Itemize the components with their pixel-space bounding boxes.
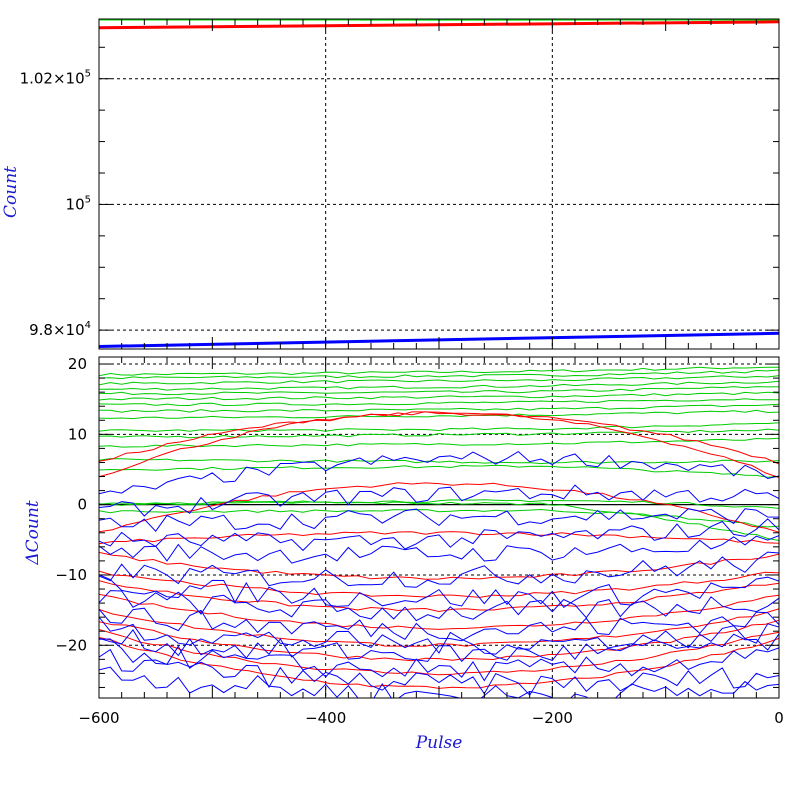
delta-red-line [99, 629, 779, 676]
delta-green-line [99, 508, 779, 528]
bottom-y-tick-label: 0 [77, 496, 87, 514]
delta-blue-line [99, 629, 779, 663]
delta-red-line [99, 593, 779, 630]
delta-red-line [99, 580, 779, 613]
top-frame [98, 18, 780, 350]
delta-green-line [99, 369, 779, 380]
delta-green-line [99, 464, 779, 478]
delta-blue-line [99, 508, 779, 532]
top-y-tick-label: 105 [66, 194, 91, 213]
delta-green-line [99, 458, 779, 465]
x-tick-label: 0 [774, 709, 784, 727]
bottom-y-tick-label: 10 [68, 425, 87, 443]
delta-green-line [99, 403, 779, 413]
bottom-y-axis-title: ΔCount [23, 500, 43, 565]
bottom-grid [99, 357, 779, 698]
bottom-x-tick-labels: −600 −400 −200 0 [78, 709, 783, 727]
bottom-y-tick-label: −20 [55, 636, 87, 654]
delta-green-line [99, 380, 779, 391]
delta-blue-line [99, 574, 779, 608]
bottom-frame [98, 356, 780, 699]
top-y-tick-label: 9.8×104 [29, 320, 91, 339]
delta-blue-line [99, 518, 779, 552]
x-tick-label: −400 [305, 709, 346, 727]
delta-blue-line [99, 638, 779, 682]
top-panel: 9.8×104 105 1.02×105 Count [1, 18, 780, 350]
delta-green-line [99, 391, 779, 401]
x-tick-label: −600 [78, 709, 119, 727]
bottom-series [99, 366, 779, 698]
bottom-y-tick-label: −10 [55, 566, 87, 584]
top-y-tick-labels: 9.8×104 105 1.02×105 [20, 69, 91, 339]
delta-green-line [99, 501, 779, 541]
x-axis-title: Pulse [415, 733, 463, 753]
delta-blue-line [99, 590, 779, 622]
bottom-y-tick-label: 20 [68, 355, 87, 373]
delta-green-line [99, 422, 779, 433]
delta-green-line [99, 398, 779, 407]
delta-blue-line [99, 551, 779, 588]
delta-blue-line [99, 607, 779, 642]
delta-green-line [99, 375, 779, 386]
delta-red-line [99, 411, 779, 465]
delta-blue-line [99, 450, 779, 495]
delta-green-line [99, 386, 779, 396]
bottom-y-tick-labels: −20 −10 0 10 20 [55, 355, 87, 654]
delta-blue-line [99, 484, 779, 517]
delta-blue-line [99, 648, 779, 697]
delta-green-line [99, 437, 779, 448]
delta-blue-line [99, 616, 779, 655]
top-ticks [98, 19, 780, 349]
delta-red-line [99, 551, 779, 580]
x-tick-label: −200 [532, 709, 573, 727]
delta-red-line [99, 411, 779, 478]
delta-red-line [99, 482, 779, 533]
top-series [99, 19, 779, 348]
delta-green-line [99, 428, 779, 439]
bottom-panel: −20 −10 0 10 20 −600 −400 −200 0 ΔCount Pulse [23, 355, 784, 753]
top-y-axis-title: Count [1, 166, 21, 218]
delta-green-line [99, 499, 779, 509]
bottom-ticks [98, 357, 780, 698]
top-y-tick-label: 1.02×105 [20, 69, 91, 88]
delta-red-line [99, 531, 779, 545]
delta-green-line [99, 409, 779, 420]
delta-red-line [99, 570, 779, 598]
delta-blue-line [99, 535, 779, 564]
top-grid [99, 19, 779, 349]
delta-green-line [99, 366, 779, 377]
